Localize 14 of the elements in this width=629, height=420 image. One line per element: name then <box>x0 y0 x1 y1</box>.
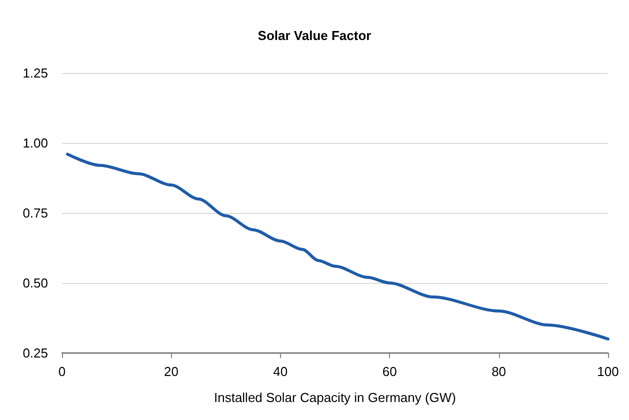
line-series <box>66 152 610 340</box>
x-tick-label: 20 <box>164 364 178 379</box>
x-axis-title: Installed Solar Capacity in Germany (GW) <box>214 390 456 405</box>
y-tick-label: 0.75 <box>22 206 48 220</box>
chart-title: Solar Value Factor <box>258 28 372 43</box>
x-tick-label: 80 <box>492 364 506 379</box>
x-tick-label: 0 <box>58 364 66 379</box>
x-tick-label: 100 <box>597 364 619 379</box>
x-tick-label: 60 <box>382 364 397 379</box>
y-tick-label: 0.50 <box>22 276 48 290</box>
y-tick-label: 1.00 <box>22 136 48 150</box>
x-tick-label: 40 <box>273 364 288 379</box>
y-tick-label: 1.25 <box>22 66 48 80</box>
y-tick-label: 0.25 <box>22 346 48 360</box>
